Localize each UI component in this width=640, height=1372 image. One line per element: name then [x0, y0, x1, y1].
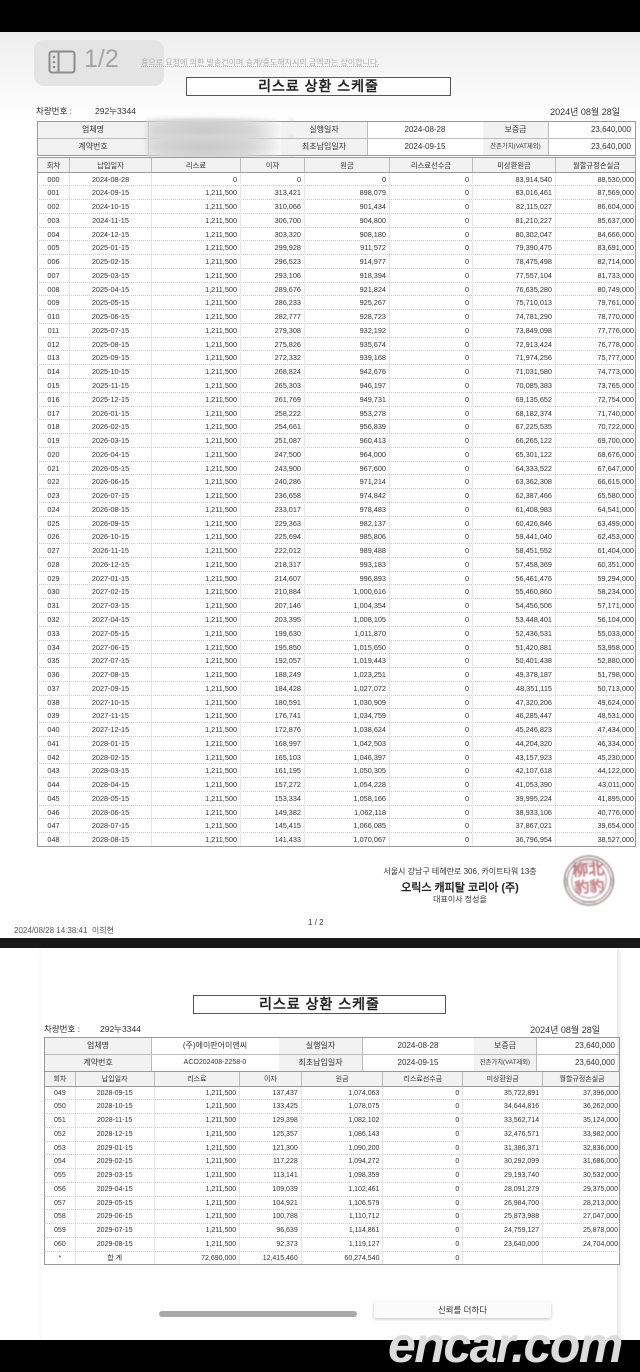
svg-text:firoi℗e: firoi℗e — [610, 877, 614, 887]
